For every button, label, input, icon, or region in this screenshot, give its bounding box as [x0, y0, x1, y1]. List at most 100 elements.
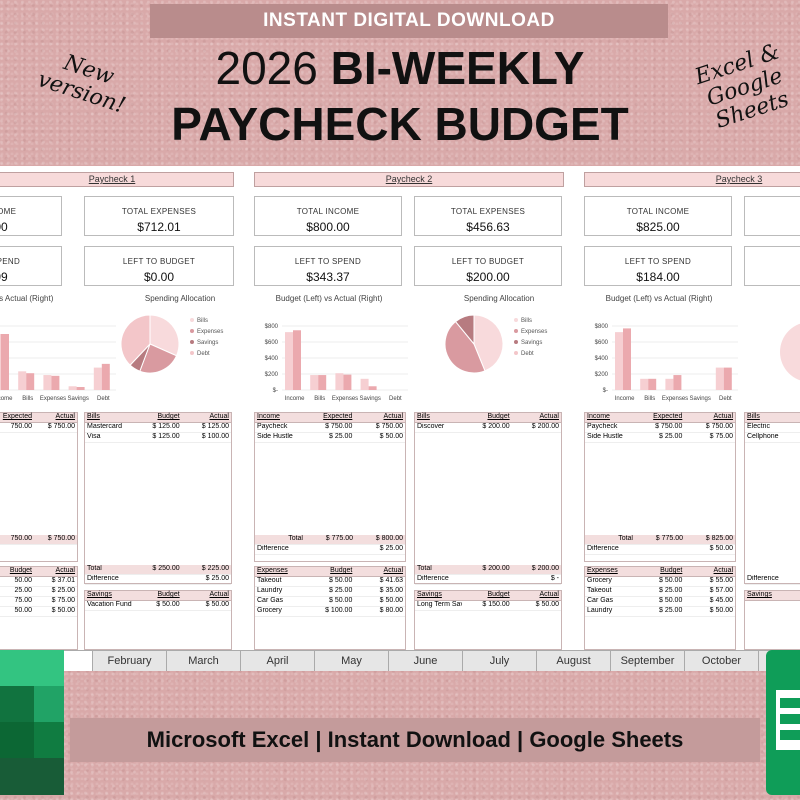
legend-label: Bills	[521, 318, 532, 324]
x-tick-label: Expenses	[662, 396, 688, 402]
total-income-card: TOTAL INCOME $825.00	[584, 196, 732, 236]
tab-march[interactable]: March	[167, 651, 241, 671]
bar-chart-2: $800 $600 $400 $200 $- Income Bills Expenses Sav…	[265, 324, 408, 402]
bar-budget	[715, 367, 724, 390]
pie-slice	[473, 314, 504, 372]
tab-september[interactable]: September	[611, 651, 685, 671]
legend-swatch	[190, 351, 194, 355]
x-tick-label: Savings	[68, 396, 89, 402]
bar-actual	[293, 330, 301, 390]
legend-swatch	[514, 329, 518, 333]
income-table-1: Expected Actual 750.00 $ 750.00 750.00 $ 75…	[0, 412, 78, 562]
tab-february[interactable]: February	[93, 651, 167, 671]
bar-budget	[0, 334, 1, 390]
bar-actual	[648, 378, 657, 390]
google-sheets-logo-icon	[766, 650, 800, 795]
bar-chart-title: Budget (Left) vs Actual (Right)	[0, 294, 54, 303]
x-tick-label: Expenses	[40, 396, 66, 402]
savings-table-1: Savings Budget Actual Vacation Fund $ 50.00…	[84, 590, 232, 650]
paycheck-3-header: Paycheck 3	[584, 172, 800, 187]
month-tab-bar: ary February March April May June July A…	[0, 650, 800, 671]
tab-may[interactable]: May	[315, 651, 389, 671]
y-tick-label: $200	[595, 372, 609, 378]
y-tick-label: $-	[603, 388, 608, 394]
income-table-3: Income Expected Actual Paycheck $ 750.00 $ 7…	[584, 412, 736, 562]
pie-chart-title: Spending Allocation	[463, 294, 535, 303]
x-tick-label: Debt	[97, 396, 110, 402]
x-tick-label: Debt	[389, 396, 402, 402]
legend-label: Savings	[197, 340, 218, 346]
bar-actual	[101, 363, 110, 390]
legend-label: Expenses	[197, 329, 223, 335]
legend-swatch	[190, 329, 194, 333]
bar-budget	[18, 371, 27, 390]
bar-budget	[335, 373, 344, 390]
y-tick-label: $800	[595, 324, 609, 330]
spreadsheet-area: Paycheck 1 COME .00 TOTAL EXPENSES $712.…	[0, 166, 800, 650]
tab-june[interactable]: June	[389, 651, 463, 671]
bar-budget	[615, 332, 623, 390]
bar-actual	[723, 367, 732, 390]
legend-label: Savings	[521, 340, 542, 346]
top-banner: INSTANT DIGITAL DOWNLOAD	[150, 4, 668, 38]
pie-chart-3-cropped	[780, 322, 800, 382]
tab-august[interactable]: August	[537, 651, 611, 671]
bar-chart-1: $800$600$400$200$-IncomeBillsExpensesSav…	[0, 325, 116, 402]
total-expenses-card: TOTAL EXPENSES $456.63	[414, 196, 562, 236]
tab-october[interactable]: October	[685, 651, 759, 671]
paycheck-3-panel: Paycheck 3 TOTAL INCOME $825.00 LEFT TO …	[584, 172, 800, 650]
y-tick-label: $-	[273, 388, 278, 394]
paycheck-2-header: Paycheck 2	[254, 172, 564, 187]
x-tick-label: Income	[615, 396, 635, 402]
left-to-spend-card: SPEND .99	[0, 246, 62, 286]
bar-actual	[26, 373, 35, 390]
pie-slice	[444, 320, 486, 374]
bar-chart-title: Budget (Left) vs Actual (Right)	[275, 294, 383, 303]
bar-budget	[285, 332, 293, 390]
x-tick-label: Bills	[22, 396, 33, 402]
legend-label: Debt	[521, 351, 534, 357]
legend-swatch	[190, 340, 194, 344]
pie-slice	[139, 343, 178, 374]
bar-actual	[1, 334, 9, 390]
title-line-1: 2026 BI-WEEKLY	[215, 42, 585, 94]
bar-budget	[43, 375, 52, 390]
expenses-table-1: Budget Actual 50.00 $ 37.01 25.00 $ 25.00 7…	[0, 566, 78, 650]
bar-chart-3: $800 $600 $400 $200 $- Income Bills Expenses Sav…	[595, 324, 738, 402]
savings-table-3: Savings	[744, 590, 800, 650]
paycheck-2-panel: Paycheck 2 TOTAL INCOME $800.00 TOTAL EX…	[254, 172, 566, 650]
total-income-card: COME .00	[0, 196, 62, 236]
legend-label: Debt	[197, 351, 210, 357]
left-to-budget-card: LEFT TO BUDGET $0.00	[84, 246, 234, 286]
tab-july[interactable]: July	[463, 651, 537, 671]
total-income-card: TOTAL INCOME $800.00	[254, 196, 402, 236]
bar-budget	[310, 375, 319, 390]
legend-swatch	[514, 351, 518, 355]
bar-actual	[343, 374, 352, 390]
expenses-table-2: Expenses Budget Actual Takeout $ 50.00 $ 41.…	[254, 566, 406, 650]
legend-label: Bills	[197, 318, 208, 324]
pie-chart-2: Bills Expenses Savings Debt	[444, 314, 547, 374]
title-line-2: PAYCHECK BUDGET	[171, 98, 629, 150]
tab-april[interactable]: April	[241, 651, 315, 671]
legend-swatch	[190, 318, 194, 322]
pie-chart-title: Spending Allocation	[144, 294, 216, 303]
bar-actual	[673, 375, 682, 390]
bar-actual	[51, 375, 60, 390]
x-tick-label: Savings	[690, 396, 711, 402]
paycheck-1-header: Paycheck 1	[0, 172, 234, 187]
bar-budget	[665, 378, 674, 390]
pie-slice	[454, 314, 475, 346]
y-tick-label: $400	[595, 356, 609, 362]
y-tick-label: $600	[265, 340, 279, 346]
pie-slice	[149, 314, 180, 357]
y-tick-label: $600	[595, 340, 609, 346]
bar-actual	[368, 386, 377, 390]
x-tick-label: Income	[0, 396, 13, 402]
bar-chart-title: Budget (Left) vs Actual (Right)	[605, 294, 713, 303]
y-tick-label: $200	[265, 372, 279, 378]
expenses-table-3: Expenses Budget Actual Grocery $ 50.00 $ 55.…	[584, 566, 736, 650]
bills-table-2: Bills Budget Actual Discover $ 200.00 $ 200.…	[414, 412, 562, 585]
x-tick-label: Bills	[314, 396, 325, 402]
